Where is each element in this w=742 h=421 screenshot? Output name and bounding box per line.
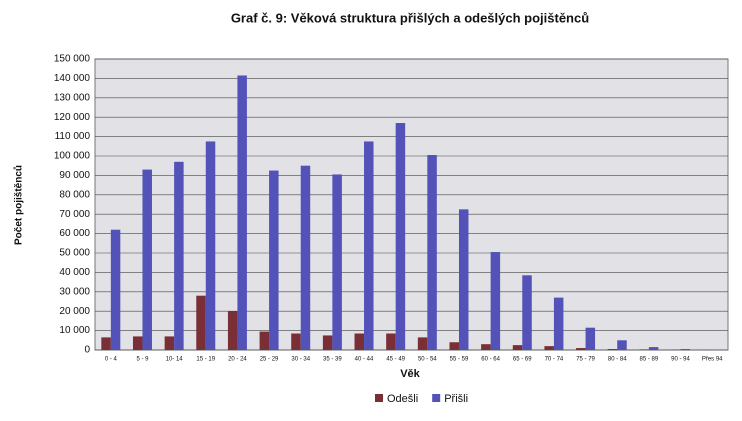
legend-label: Přišli [444, 393, 468, 405]
bar [142, 170, 151, 350]
bar [101, 337, 110, 350]
x-tick-label: 5 - 9 [136, 357, 149, 363]
bar [513, 345, 522, 350]
y-tick-label: 20 000 [59, 306, 90, 317]
bar [323, 335, 332, 350]
y-tick-label: 150 000 [54, 54, 91, 65]
x-tick-label: Přes 94 [702, 357, 723, 363]
y-tick-label: 0 [84, 345, 90, 356]
chart-title: Graf č. 9: Věková struktura přišlých a o… [231, 10, 589, 25]
bar [332, 174, 341, 350]
y-tick-label: 80 000 [59, 189, 90, 200]
bar [491, 252, 500, 350]
bar [576, 348, 585, 350]
x-tick-label: 10- 14 [166, 357, 184, 363]
bar [608, 349, 617, 350]
bar [554, 298, 563, 350]
bar [649, 347, 658, 350]
bar [133, 336, 142, 350]
bar [269, 171, 278, 350]
y-tick-label: 50 000 [59, 248, 90, 259]
y-tick-label: 140 000 [54, 73, 91, 84]
bar [681, 349, 690, 350]
bar [228, 311, 237, 350]
bar [386, 334, 395, 350]
x-tick-label: 40 - 44 [355, 357, 374, 363]
legend-swatch [432, 394, 440, 402]
x-tick-label: 65 - 69 [513, 357, 532, 363]
bar [544, 346, 553, 350]
x-tick-label: 15 - 19 [196, 357, 215, 363]
bar [396, 123, 405, 350]
x-tick-label: 20 - 24 [228, 357, 247, 363]
bar [586, 328, 595, 350]
bar [260, 332, 269, 350]
bar [111, 230, 120, 350]
legend-swatch [375, 394, 383, 402]
y-tick-label: 130 000 [54, 92, 91, 103]
y-tick-label: 120 000 [54, 112, 91, 123]
legend-label: Odešli [387, 393, 418, 405]
bar [639, 349, 648, 350]
x-tick-label: 25 - 29 [260, 357, 279, 363]
bar [449, 342, 458, 350]
bar [174, 162, 183, 350]
x-tick-label: 0 - 4 [105, 357, 118, 363]
y-tick-label: 110 000 [55, 131, 91, 142]
x-tick-label: 55 - 59 [450, 357, 469, 363]
bar [522, 275, 531, 350]
y-axis-label: Počet pojištěnců [13, 165, 25, 245]
x-tick-label: 70 - 74 [545, 357, 564, 363]
bar [291, 334, 300, 350]
bar [364, 141, 373, 350]
x-tick-label: 60 - 64 [481, 357, 500, 363]
y-tick-label: 10 000 [59, 325, 90, 336]
bar [617, 340, 626, 350]
y-tick-label: 30 000 [59, 286, 90, 297]
x-tick-label: 50 - 54 [418, 357, 437, 363]
bar [196, 296, 205, 350]
plot-area [95, 59, 728, 350]
bar [237, 75, 246, 350]
y-tick-label: 90 000 [59, 170, 90, 181]
bar [355, 334, 364, 350]
x-tick-label: 45 - 49 [386, 357, 405, 363]
x-tick-label: 30 - 34 [291, 357, 310, 363]
x-tick-label: 35 - 39 [323, 357, 342, 363]
x-tick-label: 80 - 84 [608, 357, 627, 363]
bar [165, 336, 174, 350]
bar [301, 166, 310, 350]
x-axis-label: Věk [400, 368, 420, 380]
x-tick-label: 90 - 94 [671, 357, 690, 363]
bar [427, 155, 436, 350]
x-tick-label: 85 - 89 [640, 357, 659, 363]
bar [459, 209, 468, 350]
bar [206, 141, 215, 350]
x-tick-label: 75 - 79 [576, 357, 595, 363]
bar [418, 337, 427, 350]
y-tick-label: 60 000 [59, 228, 90, 239]
y-tick-label: 70 000 [59, 209, 90, 220]
y-tick-label: 40 000 [59, 267, 90, 278]
bar [481, 344, 490, 350]
y-tick-label: 100 000 [54, 151, 91, 162]
